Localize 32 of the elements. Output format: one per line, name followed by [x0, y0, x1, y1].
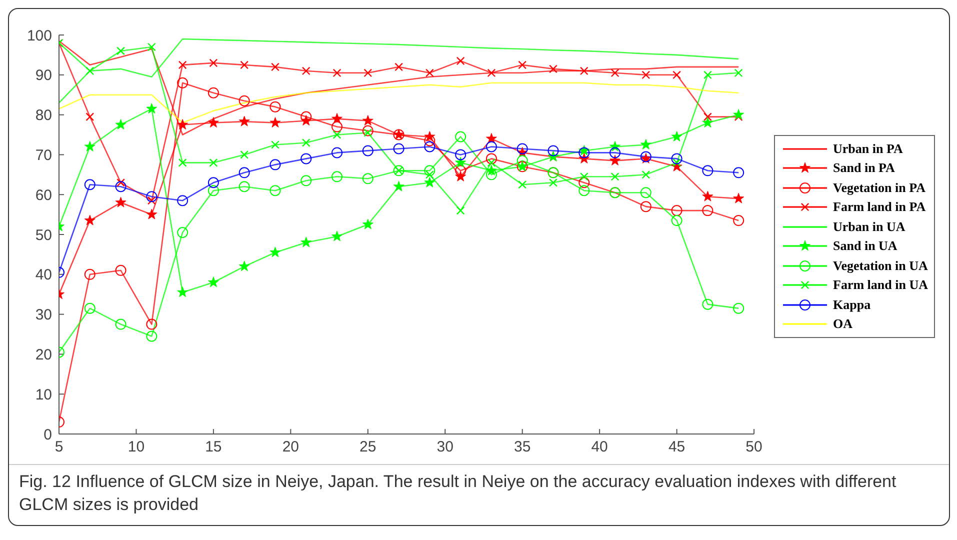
caption: Fig. 12 Influence of GLCM size in Neiye, Japan. The result in Neiye on the accuracy evaluation indexes with different GLCM sizes is provided [9, 464, 949, 525]
y-tick-label: 100 [26, 27, 52, 44]
legend-label: Vegetation in UA [833, 258, 928, 274]
legend-label: Vegetation in PA [833, 180, 926, 196]
x-tick-label: 40 [591, 438, 608, 456]
x-tick-label: 45 [668, 438, 686, 456]
y-tick-label: 40 [35, 266, 52, 284]
legend-label: Sand in PA [833, 160, 895, 176]
y-tick-label: 50 [35, 226, 52, 244]
x-tick-label: 10 [128, 438, 145, 456]
y-tick-label: 90 [35, 67, 52, 84]
legend-label: OA [833, 316, 853, 332]
x-tick-label: 30 [436, 438, 454, 456]
legend-label: Urban in PA [833, 140, 903, 157]
x-tick-label: 20 [282, 438, 300, 456]
y-tick-label: 20 [35, 346, 52, 364]
legend-label: Farm land in UA [833, 277, 928, 294]
x-tick-label: 25 [360, 438, 376, 456]
y-tick-label: 70 [35, 147, 52, 164]
legend-label: Farm land in PA [833, 199, 926, 216]
legend-label: Urban in UA [833, 218, 906, 235]
y-tick-label: 10 [35, 386, 52, 404]
y-tick-label: 30 [35, 306, 52, 324]
x-tick-label: 5 [54, 438, 64, 456]
y-tick-label: 0 [44, 426, 52, 444]
x-tick-label: 15 [205, 438, 222, 456]
legend-label: Sand in UA [833, 238, 898, 254]
x-tick-label: 35 [514, 438, 531, 456]
legend-label: Kappa [833, 296, 871, 313]
y-tick-label: 80 [35, 107, 52, 124]
y-tick-label: 60 [35, 186, 52, 204]
x-tick-label: 50 [746, 438, 762, 456]
